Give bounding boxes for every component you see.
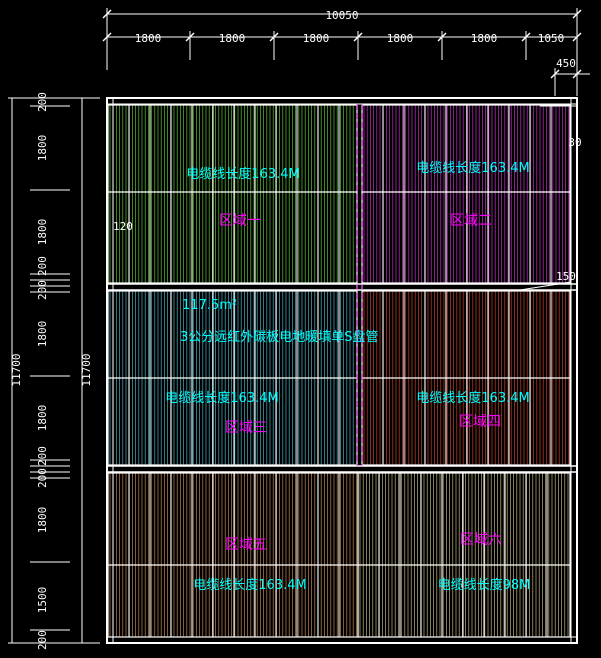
product-note: 3公分远红外碳板电地暖填单S盘管 xyxy=(180,329,379,345)
top-dimensions xyxy=(102,8,590,96)
heating-zones xyxy=(107,104,571,638)
inner-height-label: 11700 xyxy=(80,353,93,386)
total-height-label: 11700 xyxy=(10,353,23,386)
width-seg-3: 1800 xyxy=(303,32,330,45)
zone1-label: 区域一 xyxy=(219,213,261,229)
height-seg-10: 1800 xyxy=(36,507,49,534)
zone2-panel xyxy=(361,104,571,284)
zone6-cable: 电缆线长度98M xyxy=(438,577,531,593)
right-dimensions: 30 150 xyxy=(540,105,582,291)
room-outline xyxy=(106,97,578,644)
width-seg-6: 1050 xyxy=(538,32,565,45)
total-width-label: 10050 xyxy=(325,9,358,22)
right-dim-150: 150 xyxy=(556,270,576,283)
zone-labels: 电缆线长度163.4M 区域一 电缆线长度163.4M 区域二 117.5m² … xyxy=(165,160,530,593)
offset-450-label: 450 xyxy=(556,57,576,70)
zone4-panel xyxy=(361,290,571,466)
zone5-label: 区域五 xyxy=(225,537,267,553)
zone6-label: 区域六 xyxy=(460,532,502,548)
height-seg-11: 1500 xyxy=(36,587,49,614)
height-seg-2: 1800 xyxy=(36,135,49,162)
zone2-label: 区域二 xyxy=(450,213,492,229)
area-note: 117.5m² xyxy=(182,298,237,313)
zone1-panel xyxy=(107,104,358,284)
top-dimension-labels: 10050 1800 1800 1800 1800 1800 1050 450 xyxy=(135,9,576,70)
zone5-panel xyxy=(107,472,359,638)
height-seg-12: 200 xyxy=(36,630,49,650)
zone3-cable: 电缆线长度163.4M xyxy=(165,390,278,406)
zone4-label: 区域四 xyxy=(459,414,501,430)
height-seg-6: 1800 xyxy=(36,321,49,348)
height-seg-3: 1800 xyxy=(36,219,49,246)
zone2-cable: 电缆线长度163.4M xyxy=(416,160,529,176)
height-seg-7: 1800 xyxy=(36,405,49,432)
width-seg-2: 1800 xyxy=(219,32,246,45)
zone5-cable: 电缆线长度163.4M xyxy=(193,577,306,593)
right-dim-30: 30 xyxy=(568,136,581,149)
zone-divider xyxy=(356,104,363,466)
zone1-cable: 电缆线长度163.4M xyxy=(186,166,299,182)
height-seg-8: 200 xyxy=(36,446,49,466)
width-seg-4: 1800 xyxy=(387,32,414,45)
zone3-panel xyxy=(107,290,358,466)
zone3-label: 区域三 xyxy=(225,420,267,436)
width-seg-1: 1800 xyxy=(135,32,162,45)
height-seg-5: 200 xyxy=(36,280,49,300)
height-seg-9: 200 xyxy=(36,468,49,488)
width-seg-5: 1800 xyxy=(471,32,498,45)
leader-line xyxy=(519,281,572,291)
zone4-cable: 电缆线长度163.4M xyxy=(416,390,529,406)
height-seg-1: 200 xyxy=(36,92,49,112)
left-dimensions xyxy=(8,97,100,644)
inner-dim-120: 120 xyxy=(113,220,133,233)
height-seg-4: 200 xyxy=(36,256,49,276)
left-dimension-labels: 11700 11700 200 1800 1800 200 200 1800 1800 200… xyxy=(10,92,93,650)
zone6-panel xyxy=(357,472,571,638)
